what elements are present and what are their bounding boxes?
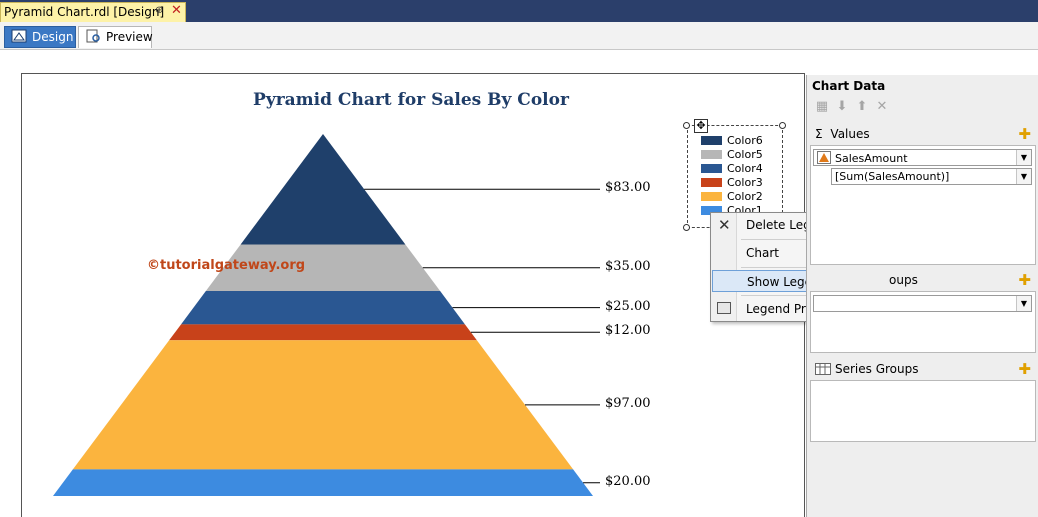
legend-entry: Color5 (701, 148, 763, 162)
value-field-name: SalesAmount (835, 152, 908, 165)
category-group-dropdown[interactable]: ▼ (813, 295, 1032, 312)
delete-icon: ✕ (718, 216, 731, 234)
legend-entry: Color6 (701, 134, 763, 148)
legend-label: Color3 (727, 176, 763, 189)
close-icon[interactable]: ✕ (171, 3, 182, 18)
value-expression: [Sum(SalesAmount)] (835, 170, 950, 183)
legend-swatch (701, 136, 722, 145)
chart-title[interactable]: Pyramid Chart for Sales By Color (253, 90, 569, 110)
data-label: $25.00 (605, 298, 651, 314)
legend-swatch (701, 206, 722, 215)
resize-handle[interactable] (683, 224, 690, 231)
properties-icon (717, 302, 731, 314)
chevron-down-icon[interactable]: ▼ (1016, 296, 1031, 311)
pyramid-segment-color-4[interactable] (181, 291, 465, 325)
values-label: Values (830, 127, 870, 141)
properties-icon[interactable]: ▦ (815, 99, 829, 114)
values-section-header: Σ Values ✚ (809, 124, 1037, 144)
data-label: $20.00 (605, 473, 651, 489)
pyramid-segment-color-1[interactable] (53, 469, 593, 496)
series-groups-box (810, 380, 1036, 442)
table-icon (815, 363, 831, 375)
add-series-group-icon[interactable]: ✚ (1018, 360, 1031, 378)
pyramid-segment-color-6[interactable] (240, 134, 406, 245)
document-tab-title: Pyramid Chart.rdl [Design] (4, 5, 165, 19)
value-field-dropdown[interactable]: SalesAmount ▼ (813, 149, 1032, 166)
data-label: $12.00 (605, 323, 651, 339)
category-groups-label: oups (889, 273, 918, 287)
chevron-down-icon[interactable]: ▼ (1016, 169, 1031, 184)
add-category-group-icon[interactable]: ✚ (1018, 271, 1031, 289)
legend-entry: Color4 (701, 162, 763, 176)
document-tab[interactable]: Pyramid Chart.rdl [Design] ⊕ ✕ (0, 2, 186, 22)
pyramid-series-icon (817, 151, 831, 164)
value-expression-dropdown[interactable]: [Sum(SalesAmount)] ▼ (831, 168, 1032, 185)
pyramid-chart[interactable] (0, 0, 806, 517)
series-groups-section-header: Series Groups ✚ (809, 359, 1037, 379)
series-groups-label: Series Groups (835, 362, 919, 376)
move-up-icon[interactable]: ⬆ (856, 99, 868, 114)
watermark-text: ©tutorialgateway.org (147, 258, 306, 273)
chart-data-panel: Chart Data ▦ ⬇ ⬆ ✕ Σ Values ✚ SalesAmount ▼… (806, 75, 1038, 517)
legend-entry: Color3 (701, 176, 763, 190)
chevron-down-icon[interactable]: ▼ (1016, 150, 1031, 165)
legend-label: Color5 (727, 148, 763, 161)
data-label: $83.00 (605, 180, 651, 196)
tab-preview[interactable]: Preview (78, 26, 153, 48)
move-handle-icon[interactable]: ✥ (694, 119, 708, 133)
tab-design[interactable]: Design (4, 26, 76, 48)
preview-icon (86, 29, 100, 43)
panel-toolbar: ▦ ⬇ ⬆ ✕ (812, 99, 1034, 119)
pyramid-segment-color-2[interactable] (72, 340, 574, 470)
values-box: SalesAmount ▼ [Sum(SalesAmount)] ▼ (810, 145, 1036, 265)
legend-swatch (701, 192, 722, 201)
tab-preview-label: Preview (106, 30, 153, 44)
design-icon (11, 29, 27, 43)
pyramid-segment-color-3[interactable] (169, 324, 477, 341)
legend-label: Color4 (727, 162, 763, 175)
add-value-icon[interactable]: ✚ (1018, 125, 1031, 143)
legend-swatch (701, 150, 722, 159)
legend-label: Color2 (727, 190, 763, 203)
legend[interactable]: Color6 Color5 Color4 Color3 Color2 Color1 (687, 125, 783, 228)
legend-label: Color6 (727, 134, 763, 147)
resize-handle[interactable] (779, 122, 786, 129)
pin-icon[interactable]: ⊕ (155, 5, 164, 16)
delete-icon[interactable]: ✕ (876, 99, 888, 114)
pyramid-segment-color-5[interactable] (205, 244, 441, 292)
tab-design-label: Design (32, 30, 74, 44)
sigma-icon: Σ (815, 127, 823, 141)
move-down-icon[interactable]: ⬇ (836, 99, 848, 114)
document-tab-strip: Pyramid Chart.rdl [Design] ⊕ ✕ (0, 0, 1038, 22)
data-label: $35.00 (605, 258, 651, 274)
legend-swatch (701, 164, 722, 173)
category-groups-box: ▼ (810, 291, 1036, 353)
view-tab-strip: Design Preview (0, 22, 1038, 50)
menu-item-label: Chart (746, 246, 779, 260)
resize-handle[interactable] (683, 122, 690, 129)
panel-title: Chart Data (812, 79, 886, 93)
data-label: $97.00 (605, 395, 651, 411)
legend-swatch (701, 178, 722, 187)
category-groups-section-header: oups ✚ (809, 270, 1037, 290)
legend-entry: Color2 (701, 190, 763, 204)
